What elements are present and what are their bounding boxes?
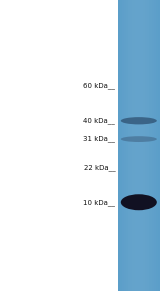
FancyBboxPatch shape xyxy=(139,0,141,291)
FancyBboxPatch shape xyxy=(132,0,135,291)
Text: 10 kDa__: 10 kDa__ xyxy=(83,199,115,206)
FancyBboxPatch shape xyxy=(145,0,147,291)
FancyBboxPatch shape xyxy=(137,0,139,291)
Text: 22 kDa__: 22 kDa__ xyxy=(84,164,115,171)
Ellipse shape xyxy=(121,136,157,142)
Text: 31 kDa__: 31 kDa__ xyxy=(83,135,115,142)
FancyBboxPatch shape xyxy=(143,0,145,291)
Text: 60 kDa__: 60 kDa__ xyxy=(83,82,115,89)
Ellipse shape xyxy=(121,194,157,210)
Ellipse shape xyxy=(121,117,157,125)
FancyBboxPatch shape xyxy=(141,0,143,291)
Text: 40 kDa__: 40 kDa__ xyxy=(84,117,115,124)
FancyBboxPatch shape xyxy=(118,0,160,291)
FancyBboxPatch shape xyxy=(130,0,132,291)
FancyBboxPatch shape xyxy=(135,0,137,291)
